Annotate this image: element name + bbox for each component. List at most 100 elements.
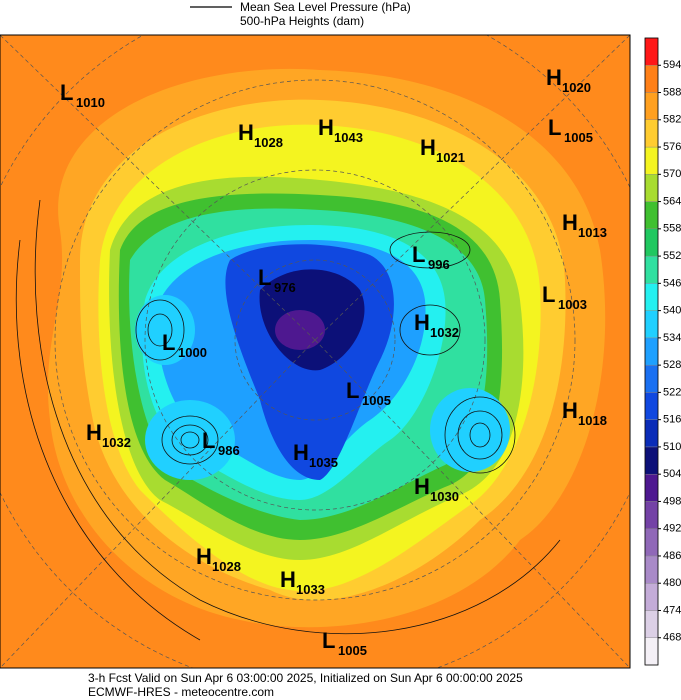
center-type: H: [414, 310, 430, 335]
colorbar-label: 474: [663, 604, 681, 616]
center-pressure: 1033: [296, 582, 325, 597]
colorbar-band: [644, 201, 659, 230]
center-type: H: [562, 398, 578, 423]
center-type: L: [412, 242, 425, 267]
center-type: L: [202, 428, 215, 453]
colorbar-band: [644, 37, 659, 66]
legend-item: 500-hPa Heights (dam): [240, 14, 364, 28]
center-type: H: [86, 420, 102, 445]
center-type: H: [546, 65, 562, 90]
center-pressure: 1043: [334, 130, 363, 145]
center-type: L: [322, 628, 335, 653]
colorbar-label: 564: [663, 195, 681, 207]
graticule: [0, 35, 630, 668]
center-type: L: [548, 115, 561, 140]
colorbar-band: [644, 583, 659, 611]
center-type: H: [293, 440, 309, 465]
colorbar-label: 504: [663, 468, 681, 480]
region-540: [430, 388, 510, 472]
center-type: H: [280, 567, 296, 592]
colorbar-band: [644, 255, 659, 284]
center-type: H: [562, 210, 578, 235]
center-pressure: 1010: [76, 95, 105, 110]
center-pressure: 1013: [578, 225, 607, 240]
colorbar-label: 486: [663, 550, 681, 562]
colorbar-label: 582: [663, 114, 681, 126]
center-type: L: [542, 282, 555, 307]
colorbar-label: 498: [663, 495, 681, 507]
colorbar-label: 552: [663, 250, 681, 262]
colorbar-label: 510: [663, 441, 681, 453]
colorbar-label: 540: [663, 305, 681, 317]
colorbar-label: 480: [663, 577, 681, 589]
colorbar-band: [644, 283, 659, 311]
colorbar-band: [644, 228, 659, 257]
colorbar-band: [644, 174, 659, 202]
center-pressure: 1003: [558, 297, 587, 312]
colorbar-band: [644, 146, 659, 175]
center-pressure: 976: [274, 280, 296, 295]
region-498: [275, 310, 325, 350]
colorbar-band: [644, 310, 659, 339]
isobars: [15, 199, 561, 641]
colorbar-label: 492: [663, 523, 681, 535]
colorbar-band: [644, 92, 659, 120]
colorbar-band: [644, 610, 659, 638]
center-pressure: 1028: [212, 559, 241, 574]
colorbar-label: 570: [663, 168, 681, 180]
colorbar-label: 528: [663, 359, 681, 371]
center-pressure: 1000: [178, 345, 207, 360]
center-pressure: 1005: [564, 130, 593, 145]
center-pressure: 1021: [436, 150, 465, 165]
colorbar-label: 594: [663, 59, 681, 71]
center-pressure: 1035: [309, 455, 338, 470]
center-pressure: 1032: [430, 325, 459, 340]
colorbar-band: [644, 392, 659, 420]
colorbar-band: [644, 555, 659, 584]
colorbar-band: [644, 65, 659, 93]
colorbar-band: [644, 473, 659, 502]
center-pressure: 1020: [562, 80, 591, 95]
center-type: H: [414, 474, 430, 499]
region-540: [145, 400, 235, 480]
center-type: L: [346, 378, 359, 403]
colorbar-label: 468: [663, 632, 681, 644]
center-type: L: [258, 265, 271, 290]
center-pressure: 1005: [338, 643, 367, 658]
colorbar-label: 516: [663, 414, 681, 426]
colorbar-frame: [644, 37, 659, 666]
colorbar-band: [644, 528, 659, 557]
center-type: H: [318, 115, 334, 140]
center-type: L: [60, 80, 73, 105]
colorbar-label: 546: [663, 277, 681, 289]
colorbar-band: [644, 446, 659, 475]
colorbar-label: 522: [663, 386, 681, 398]
center-pressure: 1032: [102, 435, 131, 450]
colorbar-label: 576: [663, 141, 681, 153]
colorbar-band: [644, 419, 659, 448]
center-pressure: 986: [218, 443, 240, 458]
colorbar-label: 588: [663, 86, 681, 98]
center-pressure: 996: [428, 257, 450, 272]
region-540: [135, 295, 195, 365]
center-pressure: 1030: [430, 489, 459, 504]
center-pressure: 1028: [254, 135, 283, 150]
footer-valid: 3-h Fcst Valid on Sun Apr 6 03:00:00 202…: [88, 671, 523, 685]
colorbar-label: 558: [663, 223, 681, 235]
center-type: H: [420, 135, 436, 160]
colorbar: 468 474 480 486 492 498 504 510 516 522 528 534 540 5…: [644, 37, 681, 666]
map: [0, 34, 631, 669]
colorbar-band: [644, 364, 659, 393]
footer-source: ECMWF-HRES - meteocentre.com: [88, 685, 274, 699]
colorbar-band: [644, 337, 659, 366]
colorbar-band: [644, 119, 659, 148]
center-type: L: [162, 330, 175, 355]
colorbar-label: 534: [663, 332, 681, 344]
legend-item: Mean Sea Level Pressure (hPa): [240, 0, 411, 14]
center-type: H: [238, 120, 254, 145]
colorbar-band: [644, 501, 659, 529]
colorbar-band: [644, 637, 659, 666]
center-type: H: [196, 544, 212, 569]
